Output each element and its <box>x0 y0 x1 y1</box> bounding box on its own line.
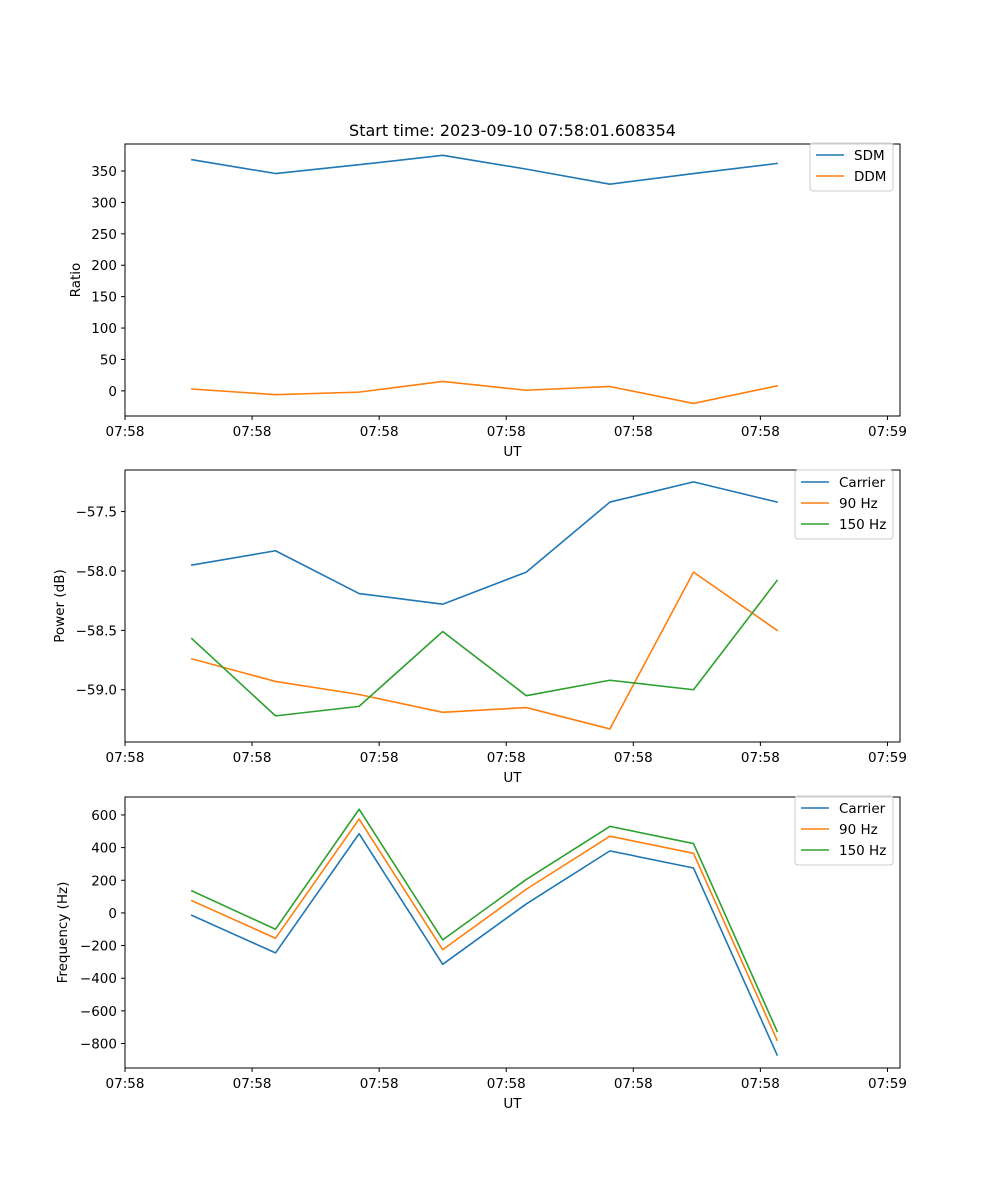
legend-label: Carrier <box>839 475 886 491</box>
series-line-carrier <box>190 481 779 606</box>
x-tick-label: 07:58 <box>614 1076 653 1092</box>
y-tick-label: 0 <box>108 384 117 400</box>
x-tick-label: 07:58 <box>741 424 780 440</box>
x-tick-label: 07:58 <box>106 1076 145 1092</box>
x-tick-label: 07:58 <box>487 424 526 440</box>
axes-frame <box>124 469 901 743</box>
y-axis-label: Power (dB) <box>52 569 68 642</box>
series-line-90-hz <box>190 571 779 730</box>
x-tick-label: 07:58 <box>233 424 272 440</box>
x-axis-label: UT <box>503 770 522 786</box>
chart-panel-3: 07:58 07:58 07:58 07:58 07:58 07:58 07:59 −800 −… <box>55 795 907 1112</box>
x-tick-label: 07:58 <box>233 750 272 766</box>
y-tick-label: −600 <box>80 1004 117 1020</box>
y-tick-label: 400 <box>91 841 117 857</box>
x-tick-label: 07:58 <box>360 424 399 440</box>
y-tick-label: 0 <box>108 906 117 922</box>
legend: Carrier 90 Hz 150 Hz <box>794 795 894 866</box>
y-tick-label: 200 <box>91 873 117 889</box>
x-tick-label: 07:59 <box>868 424 907 440</box>
x-tick-label: 07:58 <box>106 750 145 766</box>
x-tick-label: 07:58 <box>360 750 399 766</box>
legend-label: 150 Hz <box>839 843 886 859</box>
legend-label: DDM <box>854 169 886 185</box>
y-axis-label: Ratio <box>68 263 84 298</box>
y-tick-label: 50 <box>100 352 117 368</box>
y-tick-label: −800 <box>80 1037 117 1053</box>
x-tick-label: 07:58 <box>233 1076 272 1092</box>
y-tick-label: 350 <box>91 164 117 180</box>
series-line-carrier <box>190 832 779 1056</box>
chart-panel-1: 07:58 07:58 07:58 07:58 07:58 07:58 07:59 0 50 10… <box>68 142 907 460</box>
legend: Carrier 90 Hz 150 Hz <box>794 469 894 540</box>
y-tick-label: 600 <box>91 808 117 824</box>
x-axis-label: UT <box>503 1096 522 1112</box>
legend-label: 90 Hz <box>839 822 878 838</box>
figure-title: Start time: 2023-09-10 07:58:01.608354 <box>349 121 676 140</box>
series-line-ddm <box>191 380 779 405</box>
series-line-sdm <box>190 154 778 185</box>
chart-panel-2: 07:58 07:58 07:58 07:58 07:58 07:58 07:59 −59.0… <box>52 469 907 786</box>
legend-label: 150 Hz <box>839 517 886 533</box>
y-axis-label: Frequency (Hz) <box>55 882 71 984</box>
y-tick-label: 100 <box>91 321 117 337</box>
x-tick-label: 07:59 <box>868 1076 907 1092</box>
legend-label: Carrier <box>839 801 886 817</box>
axes-frame <box>124 143 901 417</box>
y-tick-label: 250 <box>91 227 117 243</box>
x-tick-label: 07:58 <box>487 750 526 766</box>
x-tick-label: 07:58 <box>741 1076 780 1092</box>
y-tick-label: −58.0 <box>76 564 117 580</box>
x-tick-label: 07:58 <box>614 750 653 766</box>
series-line-150-hz <box>190 808 779 1033</box>
y-tick-label: −400 <box>80 971 117 987</box>
y-tick-label: −58.5 <box>76 623 117 639</box>
legend-frame <box>794 469 894 540</box>
x-tick-label: 07:58 <box>741 750 780 766</box>
legend-label: SDM <box>854 148 885 164</box>
y-tick-label: −200 <box>80 939 117 955</box>
legend-frame <box>794 795 894 866</box>
axes-frame <box>124 796 901 1069</box>
x-tick-label: 07:58 <box>487 1076 526 1092</box>
x-tick-label: 07:58 <box>360 1076 399 1092</box>
y-tick-label: 300 <box>91 195 117 211</box>
x-tick-label: 07:58 <box>106 424 145 440</box>
legend: SDM DDM <box>809 142 894 192</box>
panels: 07:58 07:58 07:58 07:58 07:58 07:58 07:59 0 50 10… <box>52 142 907 1112</box>
y-tick-label: −57.5 <box>76 505 117 521</box>
y-tick-label: 150 <box>91 290 117 306</box>
y-tick-label: −59.0 <box>76 683 117 699</box>
y-tick-label: 200 <box>91 258 117 274</box>
legend-label: 90 Hz <box>839 496 878 512</box>
x-axis-label: UT <box>503 444 522 460</box>
series-line-150-hz <box>190 579 779 717</box>
x-tick-label: 07:59 <box>868 750 907 766</box>
series-line-90-hz <box>190 818 779 1042</box>
x-tick-label: 07:58 <box>614 424 653 440</box>
